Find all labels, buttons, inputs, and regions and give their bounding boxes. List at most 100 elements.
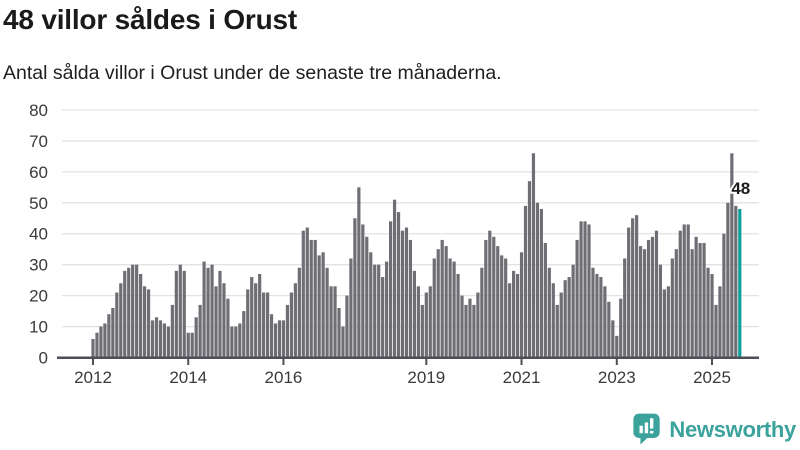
bar: [154, 317, 159, 358]
bar: [258, 273, 262, 358]
bar: [250, 277, 254, 358]
bar: [500, 255, 504, 358]
bar: [646, 239, 651, 358]
bar: [361, 224, 365, 358]
bar: [698, 243, 702, 358]
y-axis-label: 60: [29, 163, 48, 182]
bar: [210, 264, 214, 358]
bar: [337, 308, 341, 358]
bar: [583, 221, 587, 358]
bar: [531, 153, 536, 358]
bar: [555, 304, 559, 358]
bar: [619, 298, 623, 358]
bar: [726, 202, 730, 358]
bar: [333, 286, 337, 358]
bar-chart-speech-bubble-icon: [633, 413, 661, 445]
x-axis-tick: [187, 359, 190, 365]
x-axis-label: 2021: [503, 368, 541, 387]
bar: [226, 298, 230, 358]
x-axis-tick: [425, 359, 428, 365]
bar: [635, 215, 639, 358]
y-axis-label: 20: [29, 287, 48, 306]
bar: [496, 246, 500, 358]
bar: [428, 286, 432, 358]
bar: [527, 181, 532, 358]
bar: [678, 230, 682, 358]
newsworthy-logo: Newsworthy: [632, 412, 796, 447]
bar: [389, 221, 393, 358]
bar: [547, 267, 551, 358]
bar: [674, 249, 678, 358]
bar: [99, 326, 103, 358]
bar: [460, 295, 464, 358]
bar: [448, 258, 452, 358]
bar: [559, 292, 563, 358]
bar: [158, 320, 163, 358]
bar: [567, 277, 571, 358]
bar: [492, 236, 496, 358]
bar: [722, 233, 726, 358]
bar: [381, 277, 385, 358]
bar: [269, 314, 274, 358]
bar: [202, 261, 206, 358]
bar: [289, 292, 293, 358]
bar: [123, 270, 127, 358]
bar: [627, 227, 631, 358]
bar: [95, 332, 99, 358]
bar: [174, 270, 178, 358]
bar: [178, 264, 182, 358]
bar: [710, 273, 714, 358]
bar: [365, 236, 369, 358]
bar: [194, 317, 198, 358]
bar: [472, 304, 476, 358]
bar: [662, 289, 666, 358]
bar: [476, 292, 480, 358]
bar: [321, 252, 325, 358]
x-axis-tick: [282, 359, 285, 365]
x-axis-label: 2023: [598, 368, 636, 387]
bar: [119, 283, 123, 358]
bar: [222, 283, 226, 358]
y-axis-label: 50: [29, 194, 48, 213]
x-axis-label: 2014: [169, 368, 207, 387]
x-axis-label: 2016: [265, 368, 303, 387]
bar: [198, 304, 202, 358]
bar: [658, 264, 663, 358]
bar: [519, 252, 524, 358]
bar: [127, 267, 131, 358]
bar: [107, 314, 111, 358]
bar: [293, 283, 297, 358]
bar: [230, 326, 234, 358]
bar: [396, 212, 401, 358]
bar: [329, 286, 333, 358]
bar: [571, 264, 575, 358]
bar: [464, 304, 468, 358]
x-axis-tick: [520, 359, 523, 365]
bar: [246, 289, 250, 358]
y-axis-label: 0: [39, 349, 48, 368]
y-axis-label: 70: [29, 132, 48, 151]
bar: [444, 246, 448, 358]
bar: [285, 304, 290, 358]
bar: [508, 283, 512, 358]
x-axis-tick: [711, 359, 714, 365]
bar: [214, 286, 218, 358]
bar: [301, 230, 305, 358]
bar: [353, 218, 357, 358]
bar: [277, 320, 282, 358]
bar: [115, 292, 119, 358]
bar: [345, 295, 349, 358]
bar: [650, 236, 655, 358]
bar: [341, 326, 345, 358]
bar: [611, 320, 615, 358]
bar: [468, 298, 472, 358]
bar: [111, 308, 115, 358]
bar: [595, 273, 599, 358]
bar: [139, 273, 143, 358]
bar: [579, 221, 583, 358]
bar: [186, 332, 190, 358]
bar: [392, 199, 397, 358]
bar: [702, 243, 706, 358]
